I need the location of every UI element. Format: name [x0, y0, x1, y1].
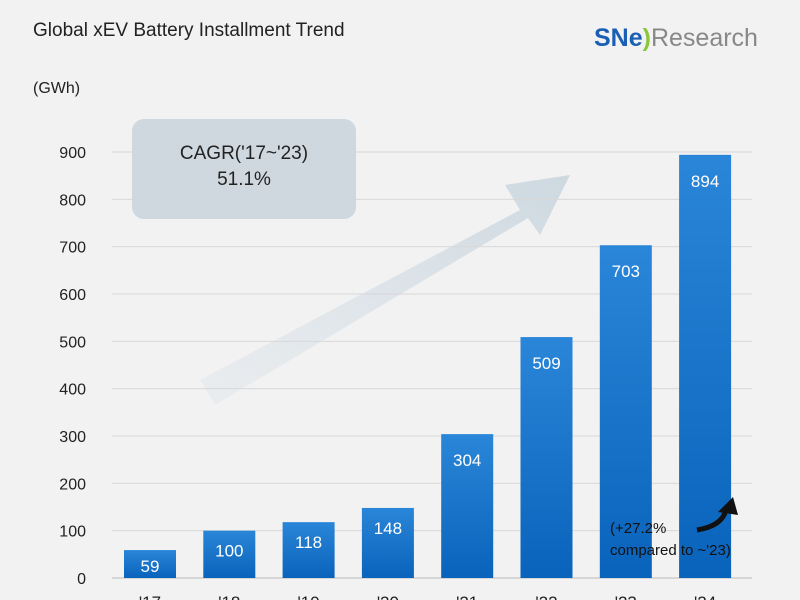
x-tick-label: '21: [456, 593, 478, 600]
bar-value-label: 304: [453, 451, 481, 470]
bar: [124, 550, 176, 578]
chart-title: Global xEV Battery Installment Trend: [33, 20, 345, 41]
bar-value-label: 100: [215, 542, 243, 561]
x-tick-label: '22: [535, 593, 557, 600]
x-tick-label: '19: [298, 593, 320, 600]
bar-value-label: 703: [612, 262, 640, 281]
y-tick-label: 600: [59, 287, 86, 304]
bar: [282, 522, 335, 578]
bar-value-label: 894: [691, 172, 719, 191]
y-tick-label: 100: [59, 524, 86, 541]
cagr-value: 51.1%: [217, 169, 271, 190]
bar: [679, 154, 732, 578]
y-tick-label: 400: [59, 382, 86, 399]
bar-value-label: 148: [374, 519, 402, 538]
sne-research-logo: SNe)Research: [594, 24, 758, 52]
growth-note: (+27.2% compared to ~'23): [610, 520, 731, 559]
bar-value-label: 59: [141, 557, 160, 576]
x-tick-label: '17: [139, 593, 161, 600]
y-tick-label: 500: [59, 334, 86, 351]
bar: [520, 337, 573, 578]
y-tick-label: 900: [59, 145, 86, 162]
trend-arrow: [200, 175, 570, 405]
y-tick-label: 0: [77, 571, 86, 588]
bar: [203, 530, 256, 578]
y-tick-label: 300: [59, 429, 86, 446]
x-tick-label: '20: [377, 593, 399, 600]
bar-value-label: 509: [532, 354, 560, 373]
bar: [361, 507, 414, 578]
cagr-box: CAGR('17~'23) 51.1%: [132, 119, 356, 219]
x-tick-label: '24: [694, 593, 716, 600]
x-tick-label: '18: [218, 593, 240, 600]
x-tick-label: '23: [615, 593, 637, 600]
y-axis-unit: (GWh): [33, 80, 81, 97]
y-tick-label: 200: [59, 476, 86, 493]
bar: [599, 245, 652, 578]
y-tick-label: 800: [59, 192, 86, 209]
y-tick-label: 700: [59, 240, 86, 257]
bar-value-label: 118: [295, 533, 322, 552]
cagr-label: CAGR('17~'23): [179, 143, 309, 164]
bar: [441, 434, 494, 578]
